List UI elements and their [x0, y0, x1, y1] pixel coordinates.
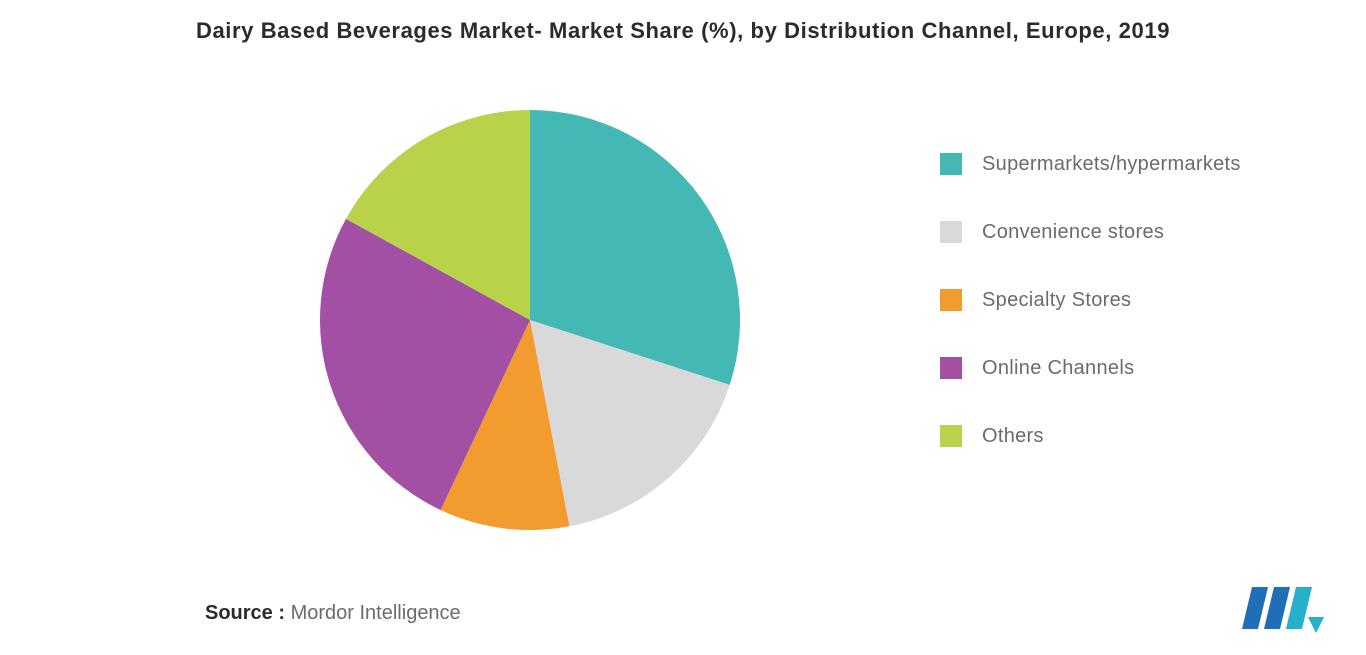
- legend-swatch: [940, 289, 962, 311]
- legend-item: Others: [940, 402, 1300, 470]
- legend-label: Convenience stores: [982, 221, 1164, 244]
- chart-container: Dairy Based Beverages Market- Market Sha…: [0, 0, 1366, 655]
- legend-swatch: [940, 221, 962, 243]
- pie-chart: [300, 90, 760, 550]
- logo-bar: [1264, 587, 1290, 629]
- logo-bar: [1286, 587, 1312, 629]
- legend-item: Online Channels: [940, 334, 1300, 402]
- legend-label: Online Channels: [982, 357, 1134, 380]
- logo-accent: [1308, 617, 1324, 633]
- legend: Supermarkets/hypermarkets Convenience sto…: [940, 130, 1300, 470]
- source-value: Mordor Intelligence: [291, 602, 461, 624]
- legend-swatch: [940, 357, 962, 379]
- legend-swatch: [940, 425, 962, 447]
- source-line: Source : Mordor Intelligence: [205, 602, 461, 625]
- legend-label: Others: [982, 425, 1044, 448]
- brand-logo: [1238, 581, 1326, 637]
- chart-title: Dairy Based Beverages Market- Market Sha…: [0, 18, 1366, 44]
- legend-item: Convenience stores: [940, 198, 1300, 266]
- brand-logo-svg: [1238, 581, 1326, 637]
- legend-label: Supermarkets/hypermarkets: [982, 153, 1241, 176]
- logo-bar: [1242, 587, 1268, 629]
- legend-item: Specialty Stores: [940, 266, 1300, 334]
- legend-label: Specialty Stores: [982, 289, 1131, 312]
- pie-svg: [300, 90, 760, 550]
- chart-area: Supermarkets/hypermarkets Convenience sto…: [0, 70, 1366, 590]
- legend-swatch: [940, 153, 962, 175]
- legend-item: Supermarkets/hypermarkets: [940, 130, 1300, 198]
- source-label: Source :: [205, 602, 285, 624]
